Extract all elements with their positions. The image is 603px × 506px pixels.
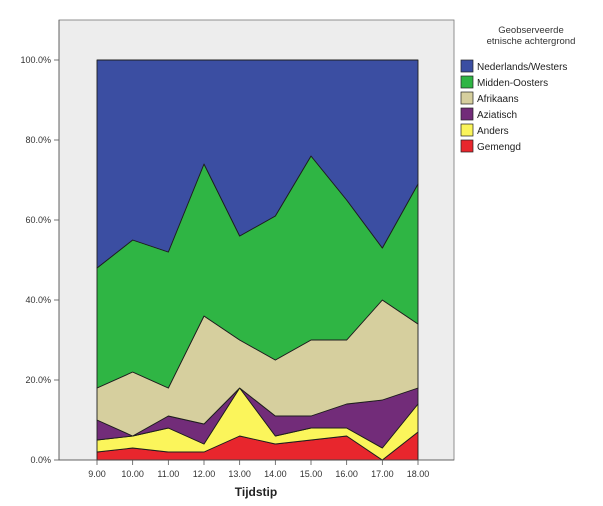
legend-label-aziatisch: Aziatisch <box>477 110 517 121</box>
x-axis: 9.00 10.00 11.00 12.00 13.00 14.00 15.00 16.00 1… <box>59 459 454 479</box>
legend-title: etnische achtergrond <box>487 36 576 47</box>
x-axis-title: Tijdstip <box>235 485 277 499</box>
legend-swatch-midden-oosters <box>460 75 474 89</box>
legend-label-gemengd: Gemengd <box>477 142 521 153</box>
y-tick-label: 80.0% <box>25 135 51 145</box>
legend-swatch-aziatisch <box>460 107 474 121</box>
y-tick-label: 60.0% <box>25 215 51 225</box>
area-nederlands-westers <box>96 59 419 269</box>
x-tick-label: 18.00 <box>407 469 430 479</box>
area-layers <box>96 59 419 461</box>
x-tick-label: 13.00 <box>228 469 251 479</box>
x-tick-label: 10.00 <box>121 469 144 479</box>
legend-swatch-gemengd <box>460 139 474 153</box>
y-tick-label: 0.0% <box>30 455 51 465</box>
legend-label-anders: Anders <box>477 126 509 137</box>
x-tick-label: 12.00 <box>193 469 216 479</box>
x-tick-label: 17.00 <box>371 469 394 479</box>
x-tick-label: 16.00 <box>335 469 358 479</box>
y-axis: 0.0% 20.0% 40.0% 60.0% 80.0% 100.0% <box>20 20 60 465</box>
x-tick-label: 9.00 <box>88 469 106 479</box>
legend-title: Geobserveerde <box>498 25 563 36</box>
x-tick-label: 14.00 <box>264 469 287 479</box>
legend-swatch-anders <box>460 123 474 137</box>
legend-swatch-nederlands-westers <box>460 59 474 73</box>
legend-label-nederlands-westers: Nederlands/Westers <box>477 62 567 73</box>
y-tick-label: 20.0% <box>25 375 51 385</box>
legend-swatch-afrikaans <box>460 91 474 105</box>
x-tick-label: 11.00 <box>157 469 179 479</box>
y-tick-label: 100.0% <box>20 55 51 65</box>
x-tick-label: 15.00 <box>300 469 323 479</box>
y-tick-label: 40.0% <box>25 295 51 305</box>
legend-label-midden-oosters: Midden-Oosters <box>477 78 548 89</box>
legend-label-afrikaans: Afrikaans <box>477 94 519 105</box>
